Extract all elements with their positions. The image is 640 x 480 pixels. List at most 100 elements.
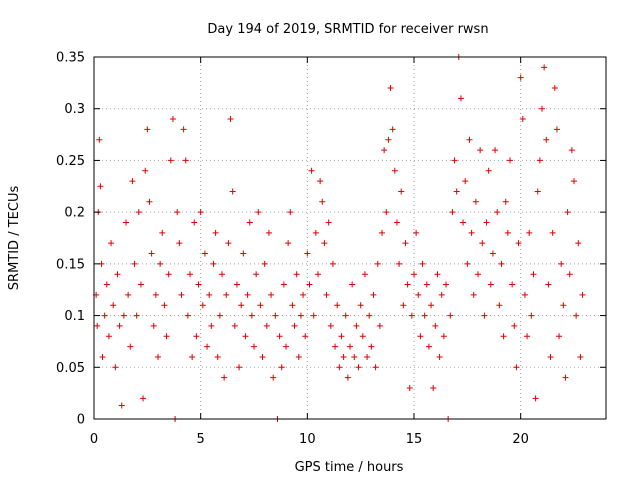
data-point — [142, 167, 149, 174]
data-point — [276, 333, 283, 340]
x-tick-label: 0 — [90, 432, 98, 447]
data-point — [206, 291, 213, 298]
data-points — [93, 54, 586, 422]
data-point — [312, 229, 319, 236]
data-point — [325, 219, 332, 226]
data-point — [423, 281, 430, 288]
data-point — [161, 302, 168, 309]
data-point — [468, 229, 475, 236]
y-tick-label: 0.3 — [64, 102, 85, 117]
data-point — [347, 343, 353, 350]
data-point — [472, 198, 479, 205]
data-point — [438, 291, 445, 298]
data-point — [259, 353, 266, 360]
data-point — [532, 395, 539, 402]
data-point — [415, 291, 422, 298]
y-tick-label: 0.25 — [56, 154, 85, 169]
data-point — [436, 353, 443, 360]
data-point — [210, 260, 217, 267]
data-point — [385, 136, 392, 143]
data-point — [349, 281, 356, 288]
data-point — [534, 188, 541, 195]
data-point — [453, 188, 460, 195]
data-point — [526, 229, 533, 236]
data-point — [560, 302, 567, 309]
data-point — [103, 281, 110, 288]
data-point — [543, 136, 550, 143]
data-point — [105, 333, 112, 340]
data-point — [287, 209, 294, 216]
data-point — [174, 209, 181, 216]
data-point — [451, 157, 458, 164]
data-point — [199, 302, 206, 309]
data-point — [564, 209, 571, 216]
data-point — [229, 188, 236, 195]
data-point — [470, 291, 477, 298]
data-point — [528, 312, 535, 319]
data-point — [494, 209, 501, 216]
data-point — [317, 178, 324, 185]
data-point — [332, 343, 339, 350]
data-point — [182, 157, 189, 164]
data-point — [167, 157, 174, 164]
data-point — [302, 333, 309, 340]
grid-lines — [93, 56, 606, 420]
data-point — [496, 302, 503, 309]
data-point — [541, 64, 548, 71]
data-point — [475, 271, 481, 278]
data-point — [432, 322, 439, 329]
data-point — [387, 85, 394, 92]
data-point — [492, 147, 499, 154]
data-point — [289, 302, 296, 309]
data-point — [402, 240, 409, 247]
data-point — [310, 312, 317, 319]
data-point — [530, 271, 537, 278]
data-point — [398, 188, 405, 195]
data-point — [223, 291, 230, 298]
data-point — [148, 250, 155, 257]
data-point — [120, 312, 127, 319]
data-point — [127, 343, 134, 350]
data-point — [566, 271, 573, 278]
data-point — [304, 250, 311, 257]
data-point — [176, 240, 183, 247]
data-point — [536, 157, 543, 164]
data-point — [131, 260, 138, 267]
data-point — [140, 395, 147, 402]
data-point — [248, 312, 255, 319]
data-point — [447, 312, 454, 319]
data-point — [443, 281, 449, 288]
data-point — [214, 353, 221, 360]
data-point — [389, 126, 396, 133]
x-tick-label: 10 — [299, 432, 316, 447]
data-point — [353, 322, 360, 329]
data-point — [191, 219, 198, 226]
data-point — [201, 250, 208, 257]
data-point — [334, 302, 341, 309]
data-point — [308, 167, 315, 174]
data-point — [116, 322, 123, 329]
data-point — [221, 374, 228, 381]
data-point — [485, 167, 492, 174]
data-point — [524, 333, 531, 340]
data-point — [295, 353, 302, 360]
data-point — [261, 260, 268, 267]
data-point — [306, 281, 313, 288]
data-point — [118, 402, 125, 409]
y-tick-label: 0.15 — [56, 257, 85, 272]
data-point — [376, 322, 383, 329]
data-point — [227, 116, 234, 123]
data-point — [99, 353, 106, 360]
data-point — [355, 364, 362, 371]
plot-frame — [93, 56, 607, 420]
data-point — [361, 271, 368, 278]
data-point — [479, 240, 486, 247]
data-point — [383, 209, 390, 216]
data-point — [413, 229, 420, 236]
data-point — [509, 281, 516, 288]
data-point — [169, 116, 176, 123]
data-point — [238, 302, 245, 309]
y-tick-label: 0.2 — [64, 206, 85, 221]
data-point — [114, 271, 121, 278]
